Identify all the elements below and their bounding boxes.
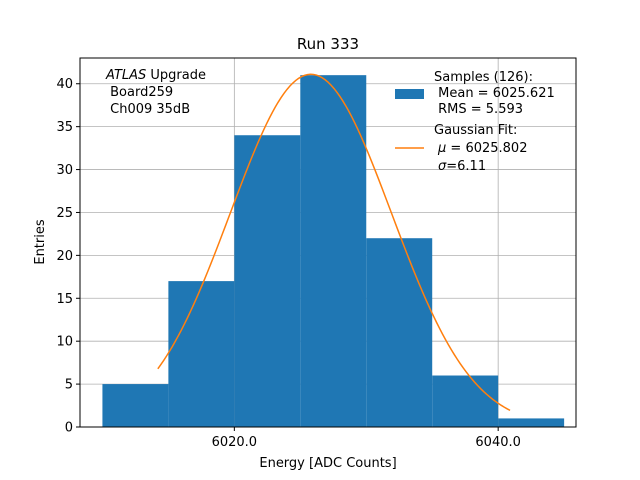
y-tick-label-3: 15	[56, 292, 73, 307]
histogram-bar-0	[102, 384, 169, 427]
atlas-annotation: ATLAS Upgrade Board259 Ch009 35dB	[105, 68, 206, 117]
legend-sigma-symbol: σ	[438, 159, 447, 174]
histogram-bar-1	[168, 281, 235, 427]
gaussian-fit-curve	[157, 73, 511, 412]
histogram-bar-5	[432, 375, 499, 427]
y-tick-label-1: 5	[65, 378, 73, 393]
histogram-bar-2	[234, 135, 301, 428]
legend-samples-rms: RMS = 5.593	[434, 102, 523, 117]
annotation-channel: Ch009 35dB	[106, 102, 190, 117]
annotation-line1: ATLAS Upgrade	[105, 68, 206, 83]
y-tick-label-7: 35	[56, 120, 73, 135]
legend-sigma-value: =6.11	[446, 159, 486, 174]
legend-fit-title: Gaussian Fit:	[434, 123, 517, 138]
y-tick-label-0: 0	[65, 421, 73, 436]
y-tick-label-2: 10	[56, 335, 73, 350]
legend-fit-sigma: σ=6.11	[438, 159, 486, 174]
annotation-upgrade: Upgrade	[146, 68, 206, 83]
y-tick-label-8: 40	[56, 77, 73, 92]
y-axis-label: Entries	[33, 219, 48, 265]
legend-mu-value: = 6025.802	[446, 141, 527, 156]
legend: Samples (126): Mean = 6025.621 RMS = 5.5…	[395, 70, 555, 174]
annotation-board: Board259	[106, 85, 173, 100]
y-tick-label-6: 30	[56, 163, 73, 178]
x-tick-label-0: 6020.0	[212, 435, 258, 450]
legend-samples-mean: Mean = 6025.621	[434, 86, 555, 101]
legend-mu-symbol: μ	[437, 141, 446, 156]
histogram-bar-4	[366, 238, 433, 427]
x-tick-label-1: 6040.0	[475, 435, 521, 450]
legend-fit-mu: μ = 6025.802	[437, 141, 527, 156]
bars-layer	[102, 75, 565, 428]
histogram-bar-3	[300, 75, 367, 428]
y-tick-label-4: 20	[56, 249, 73, 264]
fit-layer	[157, 73, 511, 412]
x-axis-label: Energy [ADC Counts]	[259, 456, 396, 471]
histogram-bar-6	[498, 418, 565, 427]
chart-title: Run 333	[297, 35, 359, 53]
annotation-atlas: ATLAS	[105, 68, 146, 83]
y-tick-label-5: 25	[56, 206, 73, 221]
ticks-layer: 0 5 10 15 20 25 30 35 40 6020.0 6040.0	[56, 77, 520, 450]
legend-samples-title: Samples (126):	[434, 70, 533, 85]
legend-samples-swatch	[395, 89, 424, 99]
plot-frame	[79, 57, 577, 428]
